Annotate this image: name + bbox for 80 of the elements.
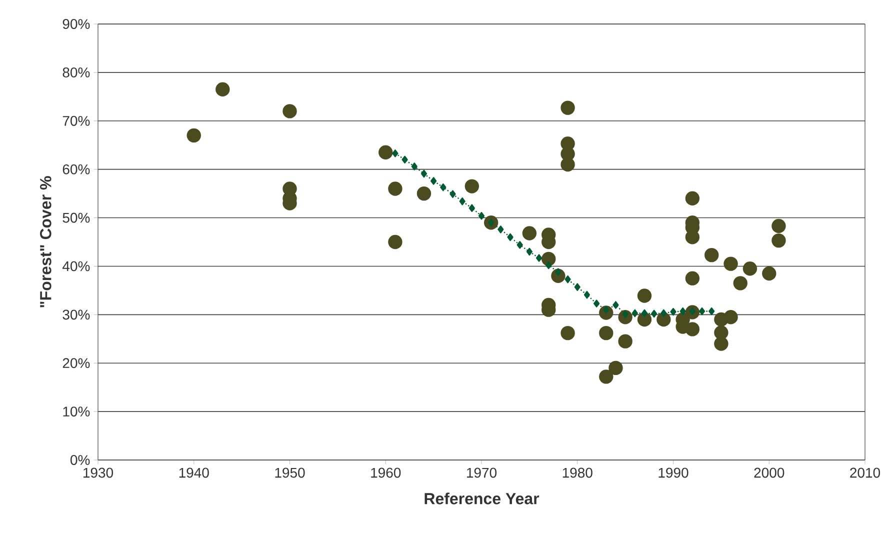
point — [536, 254, 542, 262]
point — [637, 288, 652, 303]
point — [724, 310, 738, 324]
x-tick-label: 1930 — [83, 468, 114, 478]
point — [378, 145, 393, 160]
point — [685, 322, 700, 336]
x-tick-label: 1950 — [275, 468, 305, 478]
point — [742, 262, 758, 276]
point — [546, 261, 552, 270]
point — [420, 170, 428, 178]
point — [464, 179, 480, 194]
point — [388, 234, 402, 250]
x-tick-label: 1940 — [179, 468, 209, 478]
point — [522, 226, 537, 240]
point — [660, 309, 667, 318]
point — [186, 128, 201, 143]
point — [733, 276, 748, 290]
point — [388, 182, 402, 196]
point — [685, 191, 700, 206]
x-tick-label: 1970 — [466, 468, 497, 478]
point — [772, 233, 786, 248]
x-tick-label: 1990 — [658, 468, 688, 478]
point — [526, 248, 533, 256]
point — [282, 104, 297, 118]
point — [459, 197, 466, 206]
y-tick-label: 50% — [62, 212, 90, 223]
point — [762, 266, 776, 281]
point — [612, 301, 619, 309]
point — [680, 307, 686, 316]
point — [216, 82, 230, 97]
point — [685, 230, 700, 244]
point — [392, 149, 398, 158]
y-tick-label: 60% — [62, 164, 90, 174]
point — [608, 360, 623, 376]
point — [516, 241, 523, 249]
y-tick-label: 70% — [62, 116, 90, 126]
y-tick-label: 20% — [62, 358, 90, 368]
point — [498, 226, 504, 234]
point — [772, 218, 786, 234]
point — [593, 300, 600, 308]
point — [584, 290, 590, 299]
point — [564, 275, 571, 284]
y-axis-title: "Forest" Cover % — [40, 176, 52, 308]
point — [507, 233, 514, 242]
point — [618, 334, 632, 348]
x-tick-label: 1980 — [562, 468, 592, 478]
y-tick-label: 10% — [63, 406, 90, 417]
y-tick-label: 90% — [62, 19, 90, 29]
y-tick-label: 0% — [70, 455, 90, 465]
point — [411, 162, 418, 170]
point — [478, 212, 485, 220]
y-tick-label: 80% — [62, 67, 90, 78]
point — [560, 326, 575, 340]
point — [440, 183, 446, 192]
point — [574, 283, 580, 291]
y-tick-label: 40% — [62, 261, 90, 272]
point — [450, 190, 456, 198]
point — [641, 309, 648, 318]
point — [708, 307, 715, 316]
point — [670, 308, 676, 316]
point — [560, 100, 575, 115]
point — [714, 336, 728, 351]
x-tick-label: 1960 — [371, 468, 401, 478]
point — [651, 310, 658, 318]
point — [632, 309, 638, 318]
point — [685, 271, 700, 286]
point — [416, 186, 432, 201]
point — [402, 156, 408, 164]
point — [430, 177, 437, 185]
point — [468, 204, 475, 212]
x-axis-title: Reference Year — [424, 492, 540, 504]
y-tick-label: 30% — [62, 310, 90, 320]
point — [704, 248, 719, 262]
point — [599, 370, 614, 384]
x-tick-label: 2010 — [850, 468, 880, 478]
point — [724, 256, 738, 271]
point — [560, 157, 575, 172]
point — [698, 307, 706, 316]
point — [599, 326, 614, 340]
x-tick-label: 2000 — [754, 468, 784, 478]
